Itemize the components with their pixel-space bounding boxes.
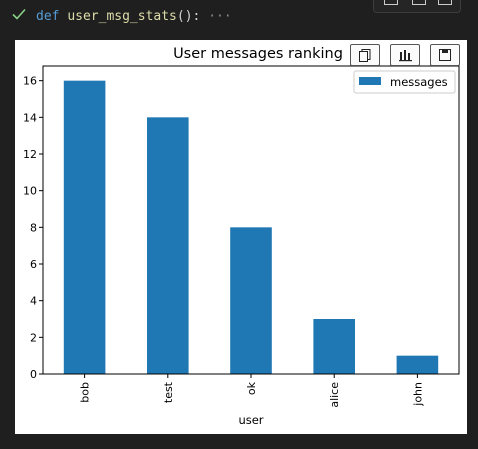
view-data-button[interactable]: [390, 44, 420, 66]
cell-toolbar: [373, 0, 461, 13]
bar-chart-icon: [399, 50, 412, 62]
save-plot-button[interactable]: [430, 44, 460, 66]
copy-icon: [359, 49, 371, 62]
collapsed-code-line[interactable]: def user_msg_stats(): ···: [36, 9, 232, 24]
y-tick-label: 6: [30, 258, 37, 271]
delete-icon[interactable]: [438, 0, 452, 5]
x-tick-label: alice: [328, 382, 341, 408]
code-function-name: user_msg_stats: [67, 9, 177, 24]
legend-label: messages: [390, 75, 448, 89]
y-tick-label: 2: [30, 331, 37, 344]
plot-output: 0 2 4 6 8 10 12 14 16 bob test ok alice john user messa…: [15, 40, 467, 434]
code-signature: ():: [176, 9, 201, 24]
y-tick-label: 16: [23, 75, 37, 88]
x-tick-label: ok: [245, 381, 258, 395]
expand-icon[interactable]: [412, 0, 426, 5]
y-tick-label: 8: [30, 221, 37, 234]
bar-alice: [313, 319, 355, 374]
bar-chart: 0 2 4 6 8 10 12 14 16 bob test ok alice john user messa…: [23, 65, 460, 427]
x-tick-label: john: [411, 382, 424, 407]
code-keyword: def: [36, 9, 60, 24]
y-tick-label: 10: [23, 185, 37, 198]
bar-bob: [63, 80, 106, 374]
x-axis-label: user: [238, 413, 263, 427]
copy-plot-button[interactable]: [350, 44, 380, 66]
collapsed-ellipsis[interactable]: ···: [208, 9, 232, 24]
y-tick-label: 4: [30, 295, 37, 308]
y-tick-label: 14: [23, 111, 37, 124]
y-tick-label: 12: [23, 148, 37, 161]
x-tick-label: bob: [79, 382, 92, 403]
legend-swatch: [359, 77, 381, 85]
success-check-icon: [12, 8, 26, 20]
save-icon: [439, 49, 451, 61]
cell-header: def user_msg_stats(): ···: [0, 0, 478, 36]
copy-icon[interactable]: [384, 0, 398, 5]
bar-test: [147, 117, 189, 374]
legend-box: [353, 70, 456, 94]
x-tick-label: test: [162, 381, 175, 403]
bar-ok: [230, 227, 272, 374]
bar-john: [396, 355, 439, 374]
y-tick-label: 0: [30, 368, 37, 381]
